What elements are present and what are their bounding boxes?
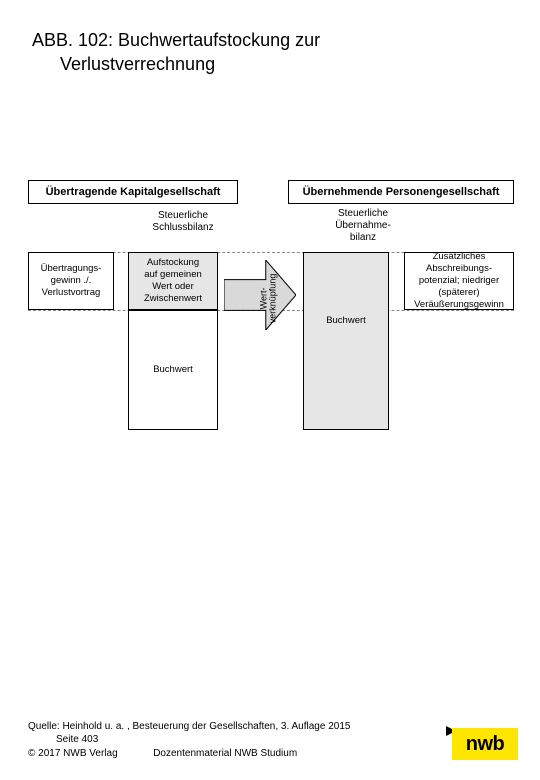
arrow-label: Wert-verknüpfung (259, 274, 278, 324)
title-line2: Verlustverrechnung (32, 54, 215, 74)
box-buchwert-left: Buchwert (128, 310, 218, 430)
source-line2: Seite 403 (28, 733, 518, 747)
title-line1: ABB. 102: Buchwertaufstockung zur (32, 30, 320, 50)
header-left: Übertragende Kapitalgesellschaft (28, 180, 238, 204)
box-buchwert-right-label: Buchwert (304, 315, 388, 327)
diagram-container: Übertragende Kapitalgesellschaft Überneh… (28, 180, 518, 470)
box-abschreibung: ZusätzlichesAbschreibungs-potenzial; nie… (404, 252, 514, 310)
header-right: Übernehmende Personengesellschaft (288, 180, 514, 204)
box-buchwert-right: Buchwert (303, 252, 389, 430)
nwb-logo: nwb (452, 728, 518, 760)
sublabel-left: SteuerlicheSchlussbilanz (138, 210, 228, 234)
box-transfer-gain: Übertragungs-gewinn ./.Verlustvortrag (28, 252, 114, 310)
box-aufstockung: Aufstockungauf gemeinenWert oderZwischen… (128, 252, 218, 310)
sublabel-right: SteuerlicheÜbernahme-bilanz (318, 208, 408, 244)
figure-title: ABB. 102: Buchwertaufstockung zur Verlus… (32, 28, 320, 77)
source-line1: Quelle: Heinhold u. a. , Besteuerung der… (28, 720, 518, 734)
source-line3: © 2017 NWB Verlag Dozentenmaterial NWB S… (28, 747, 518, 761)
footer: Quelle: Heinhold u. a. , Besteuerung der… (28, 720, 518, 761)
